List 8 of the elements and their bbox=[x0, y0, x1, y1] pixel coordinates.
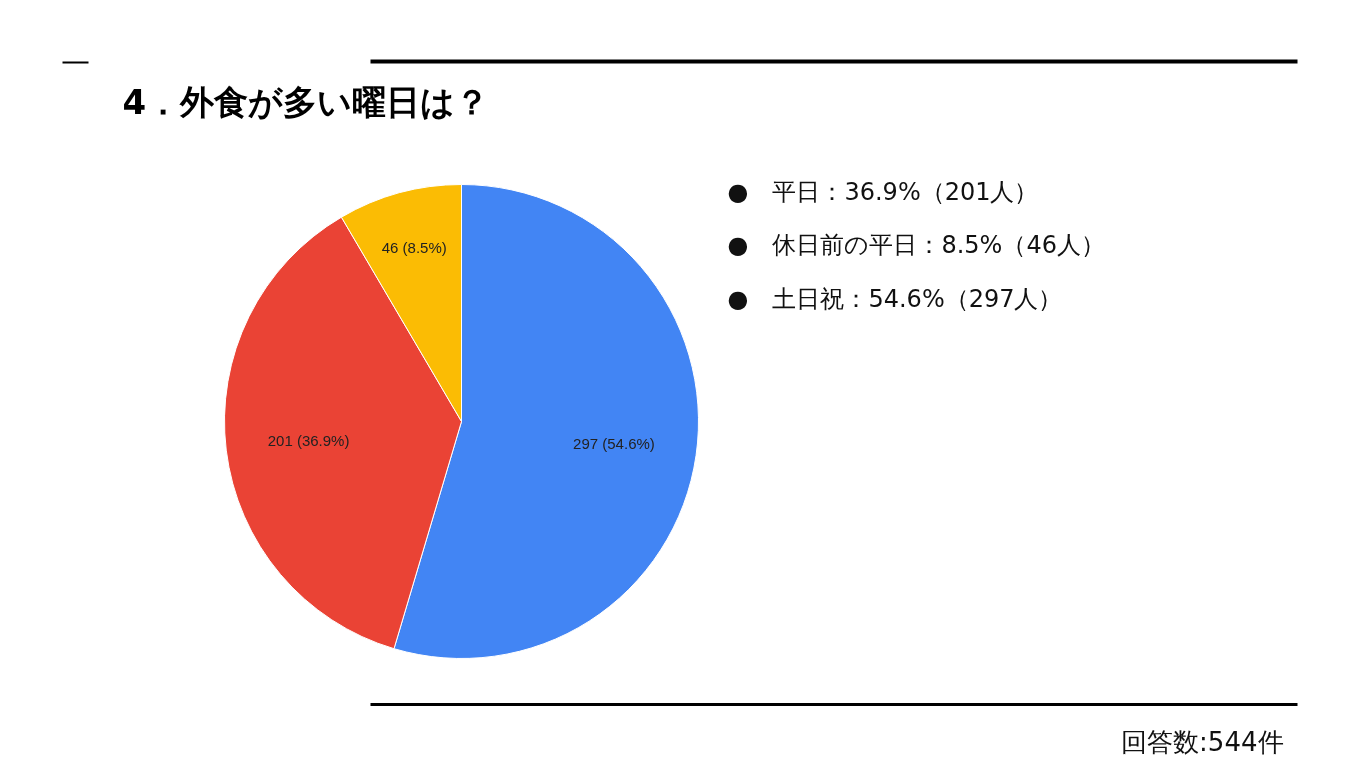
data-label: 46 (8.5%) bbox=[381, 239, 447, 257]
text: ● 休日前の平日：8.5%（46人） bbox=[727, 231, 1105, 259]
text: ● 土日祝：54.6%（297人） bbox=[727, 284, 1063, 313]
text: 回答数:544件 bbox=[1121, 726, 1284, 757]
data-label: 201 (36.9%) bbox=[267, 431, 350, 449]
text: ● 平日：36.9%（201人） bbox=[727, 177, 1039, 206]
chart-title: 4．外食が多い曜日は？ bbox=[122, 81, 490, 122]
data-label: 297 (54.6%) bbox=[573, 435, 655, 453]
